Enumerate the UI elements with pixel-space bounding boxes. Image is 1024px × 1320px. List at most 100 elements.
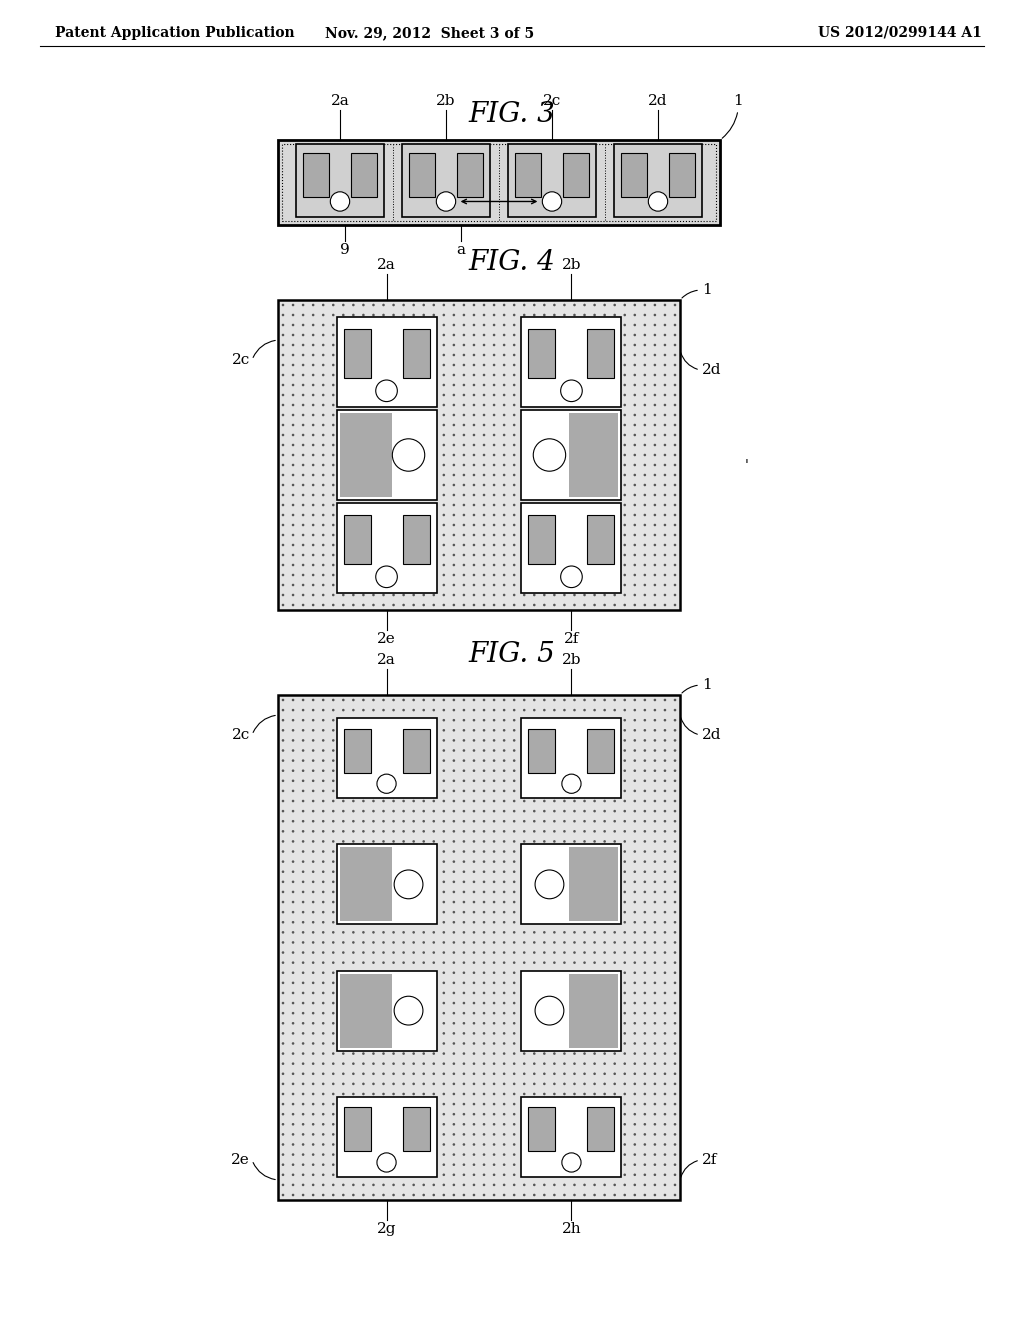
- Circle shape: [392, 334, 395, 337]
- Circle shape: [432, 603, 435, 606]
- Circle shape: [593, 911, 596, 913]
- Circle shape: [674, 574, 676, 577]
- Circle shape: [532, 810, 536, 812]
- Circle shape: [493, 709, 496, 711]
- Circle shape: [453, 583, 456, 586]
- Circle shape: [382, 750, 385, 752]
- Circle shape: [613, 921, 616, 924]
- Circle shape: [332, 434, 335, 437]
- Circle shape: [653, 850, 656, 853]
- Circle shape: [352, 314, 354, 317]
- Circle shape: [402, 524, 404, 527]
- Circle shape: [352, 880, 354, 883]
- Circle shape: [532, 1032, 536, 1035]
- Circle shape: [342, 952, 345, 954]
- Circle shape: [674, 921, 676, 924]
- Circle shape: [463, 770, 465, 772]
- Circle shape: [432, 880, 435, 883]
- Circle shape: [312, 594, 314, 597]
- Circle shape: [624, 483, 626, 486]
- Circle shape: [402, 941, 404, 944]
- Circle shape: [563, 982, 565, 985]
- Circle shape: [624, 698, 626, 701]
- Circle shape: [372, 494, 375, 496]
- Bar: [337, 718, 436, 799]
- Circle shape: [624, 1032, 626, 1035]
- Circle shape: [523, 1193, 525, 1196]
- Circle shape: [634, 524, 636, 527]
- Circle shape: [553, 364, 556, 366]
- Circle shape: [463, 504, 465, 507]
- Circle shape: [432, 343, 435, 346]
- Circle shape: [302, 891, 304, 894]
- Circle shape: [423, 739, 425, 742]
- Circle shape: [553, 709, 556, 711]
- Circle shape: [573, 931, 575, 933]
- Bar: [588, 515, 614, 564]
- Circle shape: [674, 1163, 676, 1166]
- Circle shape: [653, 544, 656, 546]
- Circle shape: [453, 1082, 456, 1085]
- Circle shape: [653, 830, 656, 833]
- Circle shape: [442, 1154, 445, 1156]
- Circle shape: [423, 504, 425, 507]
- Bar: [528, 329, 555, 379]
- Circle shape: [603, 483, 606, 486]
- Circle shape: [482, 444, 485, 446]
- Circle shape: [292, 991, 294, 994]
- Circle shape: [503, 444, 506, 446]
- Circle shape: [613, 603, 616, 606]
- Circle shape: [473, 941, 475, 944]
- Circle shape: [563, 574, 565, 577]
- Circle shape: [302, 474, 304, 477]
- Bar: [569, 974, 618, 1048]
- Circle shape: [493, 840, 496, 842]
- Circle shape: [643, 750, 646, 752]
- Circle shape: [362, 603, 365, 606]
- Circle shape: [503, 952, 506, 954]
- Circle shape: [573, 334, 575, 337]
- Circle shape: [613, 1022, 616, 1024]
- Circle shape: [664, 750, 667, 752]
- Circle shape: [523, 1022, 525, 1024]
- Circle shape: [593, 364, 596, 366]
- Circle shape: [634, 1163, 636, 1166]
- Text: 2a: 2a: [377, 257, 396, 272]
- Circle shape: [362, 343, 365, 346]
- Circle shape: [674, 334, 676, 337]
- Circle shape: [423, 921, 425, 924]
- Circle shape: [584, 1052, 586, 1055]
- Circle shape: [322, 1032, 325, 1035]
- Circle shape: [523, 830, 525, 833]
- Circle shape: [603, 739, 606, 742]
- Circle shape: [282, 564, 285, 566]
- Circle shape: [442, 1133, 445, 1135]
- Circle shape: [593, 1102, 596, 1105]
- Circle shape: [473, 1173, 475, 1176]
- Circle shape: [432, 991, 435, 994]
- Circle shape: [603, 709, 606, 711]
- Circle shape: [413, 931, 415, 933]
- Circle shape: [593, 1093, 596, 1096]
- Circle shape: [302, 564, 304, 566]
- Circle shape: [634, 800, 636, 803]
- Circle shape: [664, 1173, 667, 1176]
- Circle shape: [332, 474, 335, 477]
- Circle shape: [372, 770, 375, 772]
- Circle shape: [634, 931, 636, 933]
- Circle shape: [523, 334, 525, 337]
- Circle shape: [532, 504, 536, 507]
- Circle shape: [282, 314, 285, 317]
- Circle shape: [634, 759, 636, 762]
- Circle shape: [473, 1022, 475, 1024]
- Circle shape: [463, 374, 465, 376]
- Circle shape: [282, 750, 285, 752]
- Circle shape: [382, 404, 385, 407]
- Circle shape: [503, 1184, 506, 1187]
- Circle shape: [653, 921, 656, 924]
- Circle shape: [624, 1082, 626, 1085]
- Circle shape: [624, 1002, 626, 1005]
- Circle shape: [563, 1032, 565, 1035]
- Circle shape: [382, 323, 385, 326]
- Circle shape: [302, 513, 304, 516]
